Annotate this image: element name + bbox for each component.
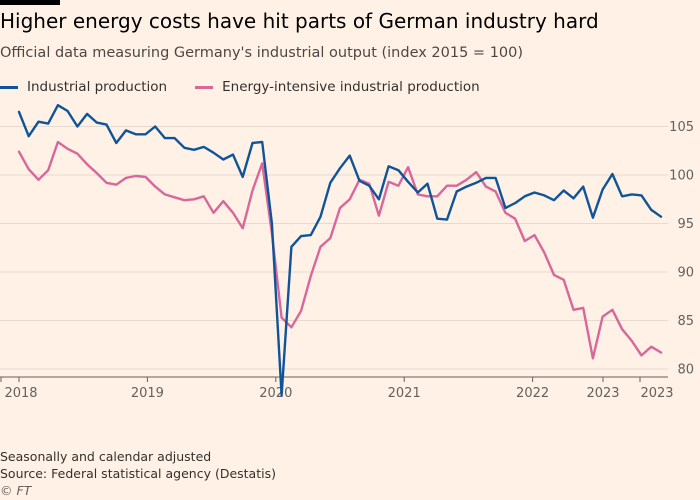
x-axis: 2018 2019 2020 2021 2022 2023 2023 [0, 376, 674, 401]
line-chart: 2018 2019 2020 2021 2022 2023 2023 80 85 90 95 100… [0, 103, 694, 401]
source: Source: Federal statistical agency (Dest… [0, 466, 276, 481]
ft-brand-bar [0, 0, 60, 5]
x-tick-label: 2022 [516, 386, 549, 401]
legend-label-energy: Energy-intensive industrial production [222, 79, 480, 95]
y-tick-label: 80 [677, 363, 694, 378]
series [17, 103, 663, 397]
x-tick-label: 2018 [4, 386, 37, 401]
x-tick-label: 2021 [388, 386, 421, 401]
y-tick-label: 90 [677, 266, 694, 281]
ft-credit: © FT [0, 483, 32, 498]
x-tick-label: 2023 [586, 386, 619, 401]
x-tick-label: 2020 [259, 386, 292, 401]
legend-item-industrial: Industrial production [0, 79, 167, 95]
legend-swatch-energy [195, 85, 214, 89]
series-line-energy-intensive-production [17, 140, 663, 360]
y-tick-label: 105 [669, 120, 694, 135]
chart-title: Higher energy costs have hit parts of Ge… [0, 9, 599, 33]
legend-swatch-industrial [0, 85, 18, 89]
legend-item-energy: Energy-intensive industrial production [195, 79, 480, 95]
chart-subtitle: Official data measuring Germany's indust… [0, 45, 524, 61]
x-tick-label-extra: 2023 [640, 386, 673, 401]
y-tick-label: 85 [677, 314, 694, 329]
legend: Industrial production Energy-intensive i… [0, 79, 508, 95]
gridlines [0, 126, 668, 370]
legend-label-industrial: Industrial production [27, 79, 168, 95]
x-tick-label: 2019 [131, 386, 164, 401]
y-tick-label: 95 [677, 217, 694, 232]
y-tick-label: 100 [669, 169, 694, 184]
series-line-industrial-production [17, 103, 663, 397]
footnote: Seasonally and calendar adjusted [0, 449, 212, 464]
y-axis: 80 85 90 95 100 105 [669, 120, 694, 378]
